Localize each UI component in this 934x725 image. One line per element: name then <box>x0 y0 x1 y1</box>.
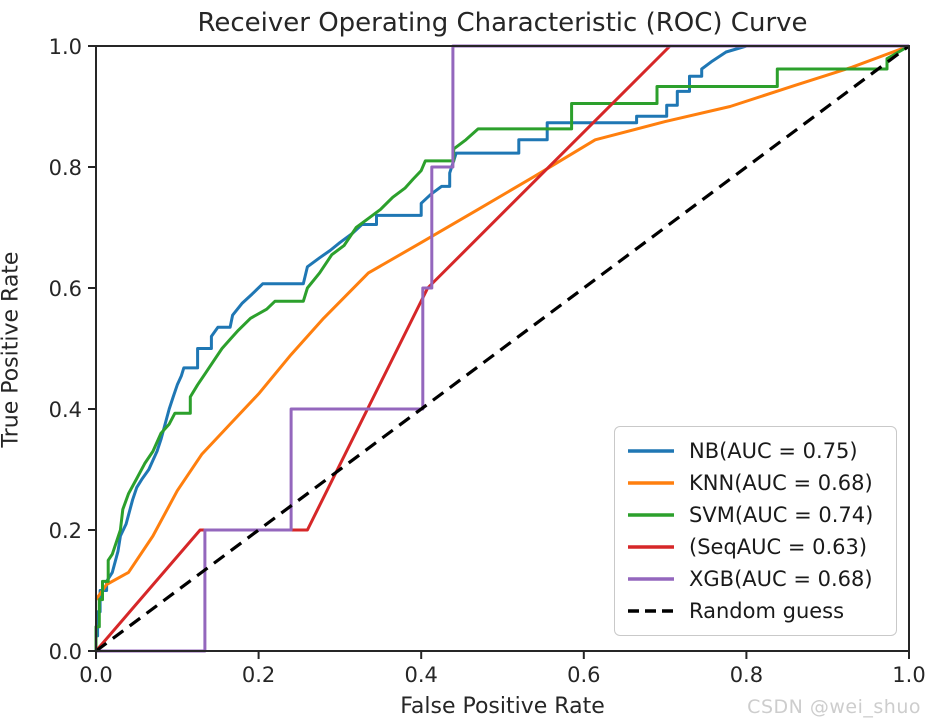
curve-random-guess <box>95 44 910 653</box>
legend-line-sample <box>628 513 674 517</box>
y-tick-label: 0.2 <box>49 519 82 543</box>
y-axis-label: True Positive Rate <box>0 251 24 448</box>
x-tick-label: 0.6 <box>567 663 600 687</box>
x-tick-label: 1.0 <box>892 663 925 687</box>
chart-title: Receiver Operating Characteristic (ROC) … <box>197 8 808 38</box>
watermark: CSDN @wei_shuo <box>747 696 921 718</box>
curve-series-1 <box>94 44 910 601</box>
legend-line-sample <box>628 481 674 485</box>
legend-line-sample <box>628 545 674 549</box>
y-tick-label: 0.6 <box>49 277 82 301</box>
legend-label: XGB(AUC = 0.68) <box>689 567 873 591</box>
legend-line-sample <box>628 609 674 613</box>
legend-label: KNN(AUC = 0.68) <box>689 471 873 495</box>
legend-label: Random guess <box>689 599 845 623</box>
legend-line-sample <box>628 449 674 453</box>
legend-box: NB(AUC = 0.75) KNN(AUC = 0.68) SVM(AUC = 0… <box>614 426 897 636</box>
y-tick-label: 0.4 <box>49 398 82 422</box>
legend-item-5: Random guess <box>627 599 884 623</box>
y-tick-label: 0.0 <box>49 640 82 664</box>
legend-label: (SeqAUC = 0.63) <box>689 535 868 559</box>
y-tick-label: 0.8 <box>49 156 82 180</box>
legend-label: SVM(AUC = 0.74) <box>689 503 874 527</box>
legend-item-0: NB(AUC = 0.75) <box>627 439 884 463</box>
legend-item-2: SVM(AUC = 0.74) <box>627 503 884 527</box>
legend-label: NB(AUC = 0.75) <box>689 439 858 463</box>
curve-series-2 <box>94 44 910 651</box>
x-tick-label: 0.2 <box>242 663 275 687</box>
curve-series-4 <box>96 44 909 653</box>
legend-line-sample <box>628 577 674 581</box>
legend-item-1: KNN(AUC = 0.68) <box>627 471 884 495</box>
x-tick-label: 0.0 <box>79 663 112 687</box>
x-axis-label: False Positive Rate <box>400 694 605 719</box>
x-tick-label: 0.4 <box>404 663 437 687</box>
y-tick-label: 1.0 <box>49 35 82 59</box>
x-tick-label: 0.8 <box>730 663 763 687</box>
curve-series-0 <box>94 44 909 651</box>
axes-spines <box>95 45 910 652</box>
legend-item-3: (SeqAUC = 0.63) <box>627 535 884 559</box>
legend-item-4: XGB(AUC = 0.68) <box>627 567 884 591</box>
